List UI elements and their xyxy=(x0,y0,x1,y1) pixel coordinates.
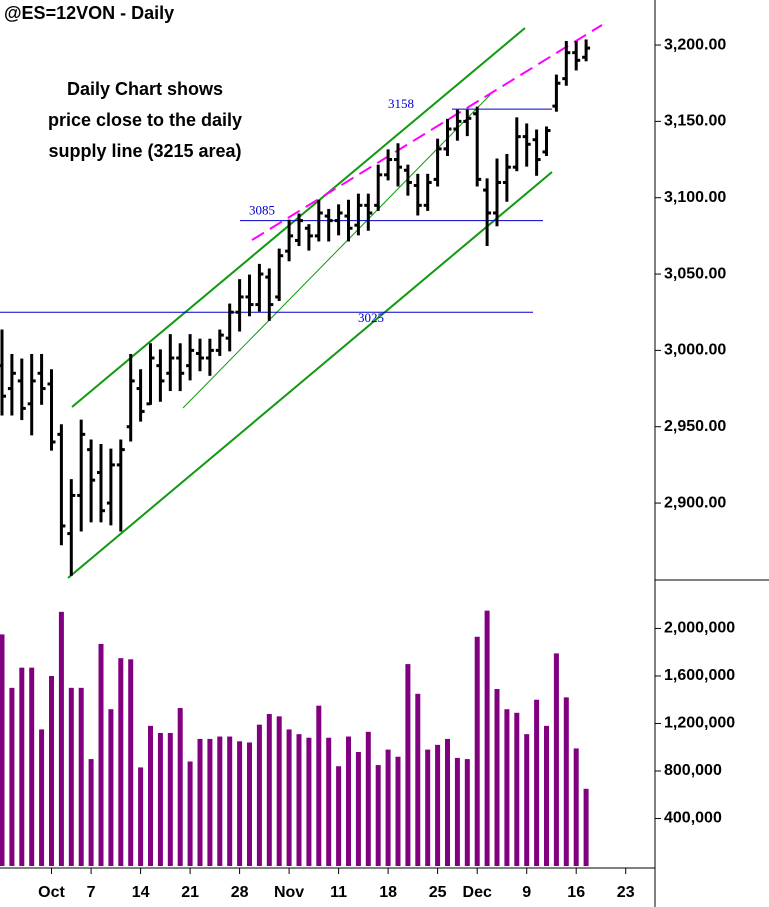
volume-bar xyxy=(435,744,441,866)
volume-bar xyxy=(286,729,292,866)
volume-bar xyxy=(464,759,470,866)
volume-bar xyxy=(355,751,361,866)
x-tick-label: 7 xyxy=(87,884,96,901)
volume-bar xyxy=(346,736,351,866)
volume-bar xyxy=(217,736,223,866)
volume-bar xyxy=(454,757,460,866)
volume-tick-label: 2,000,000 xyxy=(664,620,735,637)
y-tick-label: 3,000.00 xyxy=(664,342,726,359)
y-tick-label: 2,950.00 xyxy=(664,418,726,435)
channel-lower xyxy=(67,171,553,579)
volume-bar xyxy=(49,675,54,866)
volume-bar xyxy=(326,737,332,866)
x-tick-label: Dec xyxy=(463,884,492,901)
volume-bar xyxy=(583,788,589,866)
volume-bar xyxy=(19,667,25,866)
level-label: 3025 xyxy=(358,310,384,325)
volume-bar xyxy=(504,709,510,866)
volume-bar xyxy=(553,653,559,866)
y-tick-label: 3,150.00 xyxy=(664,113,726,130)
volume-bar xyxy=(247,742,252,866)
annotation: price close to the daily xyxy=(48,110,242,130)
volume-bar xyxy=(237,741,243,866)
volume-bar xyxy=(197,738,203,866)
volume-bar xyxy=(306,737,312,866)
x-tick-label: 28 xyxy=(231,884,249,901)
annotation: supply line (3215 area) xyxy=(48,141,241,161)
volume-bar xyxy=(29,667,35,866)
volume-bar xyxy=(514,712,520,866)
volume-bar xyxy=(78,687,84,866)
volume-bar xyxy=(445,738,450,866)
volume-bar xyxy=(9,687,15,866)
volume-bar xyxy=(256,724,262,866)
volume-bar xyxy=(425,749,431,866)
x-tick-label: 16 xyxy=(567,884,585,901)
volume-bar xyxy=(375,765,381,866)
volume-tick-label: 1,600,000 xyxy=(664,667,735,684)
x-tick-label: 25 xyxy=(429,884,447,901)
volume-bar xyxy=(563,697,569,866)
x-tick-label: 21 xyxy=(181,884,199,901)
volume-tick-label: 800,000 xyxy=(664,762,722,779)
volume-bar xyxy=(148,725,153,866)
y-tick-label: 2,900.00 xyxy=(664,494,726,511)
volume-bar xyxy=(177,708,183,866)
volume-bar xyxy=(494,689,500,866)
volume-bar xyxy=(128,659,134,866)
volume-bar xyxy=(385,749,391,866)
x-tick-label: 14 xyxy=(132,884,150,901)
y-tick-label: 3,100.00 xyxy=(664,189,726,206)
volume-bar xyxy=(68,687,74,866)
x-tick-label: Oct xyxy=(38,884,65,901)
volume-tick-label: 400,000 xyxy=(664,810,722,827)
volume-bar xyxy=(138,767,144,866)
volume-bar xyxy=(415,693,421,866)
volume-bar xyxy=(266,713,272,866)
volume-bar xyxy=(118,658,124,866)
volume-bar xyxy=(534,699,540,866)
level-label: 3158 xyxy=(388,96,414,111)
volume-bar xyxy=(187,761,193,866)
volume-bar xyxy=(167,732,173,866)
y-tick-label: 3,200.00 xyxy=(664,36,726,53)
x-tick-label: 18 xyxy=(379,884,397,901)
volume-bar xyxy=(108,709,114,866)
volume-bar xyxy=(544,725,549,866)
volume-bar xyxy=(98,643,104,866)
volume-bar xyxy=(88,759,94,866)
volume-bar xyxy=(39,729,45,866)
volume-bar xyxy=(405,664,411,866)
volume-bar xyxy=(524,734,530,866)
volume-bar xyxy=(395,756,401,866)
x-tick-label: Nov xyxy=(274,884,304,901)
y-tick-label: 3,050.00 xyxy=(664,265,726,282)
chart-title: @ES=12VON - Daily xyxy=(4,3,174,23)
volume-tick-label: 1,200,000 xyxy=(664,715,735,732)
volume-bar xyxy=(58,611,64,866)
level-label: 3085 xyxy=(249,203,275,218)
volume-bar xyxy=(296,734,302,866)
volume-bar xyxy=(365,731,371,866)
volume-bar xyxy=(0,634,5,866)
x-tick-label: 11 xyxy=(330,884,347,901)
volume-bar xyxy=(157,732,163,866)
volume-bar xyxy=(336,766,342,866)
volume-bar xyxy=(227,736,233,866)
x-tick-label: 23 xyxy=(617,884,635,901)
x-tick-label: 9 xyxy=(522,884,531,901)
annotation: Daily Chart shows xyxy=(67,79,223,99)
volume-bar xyxy=(474,636,480,866)
volume-bar xyxy=(276,716,282,866)
supply-line xyxy=(251,24,603,241)
volume-bar xyxy=(207,738,213,866)
volume-bar xyxy=(573,748,579,866)
volume-bar xyxy=(316,705,322,866)
volume-bar xyxy=(484,610,490,866)
